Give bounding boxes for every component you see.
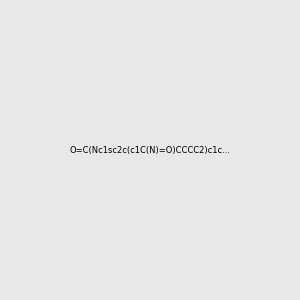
Text: O=C(Nc1sc2c(c1C(N)=O)CCCC2)c1c...: O=C(Nc1sc2c(c1C(N)=O)CCCC2)c1c...	[70, 146, 230, 154]
